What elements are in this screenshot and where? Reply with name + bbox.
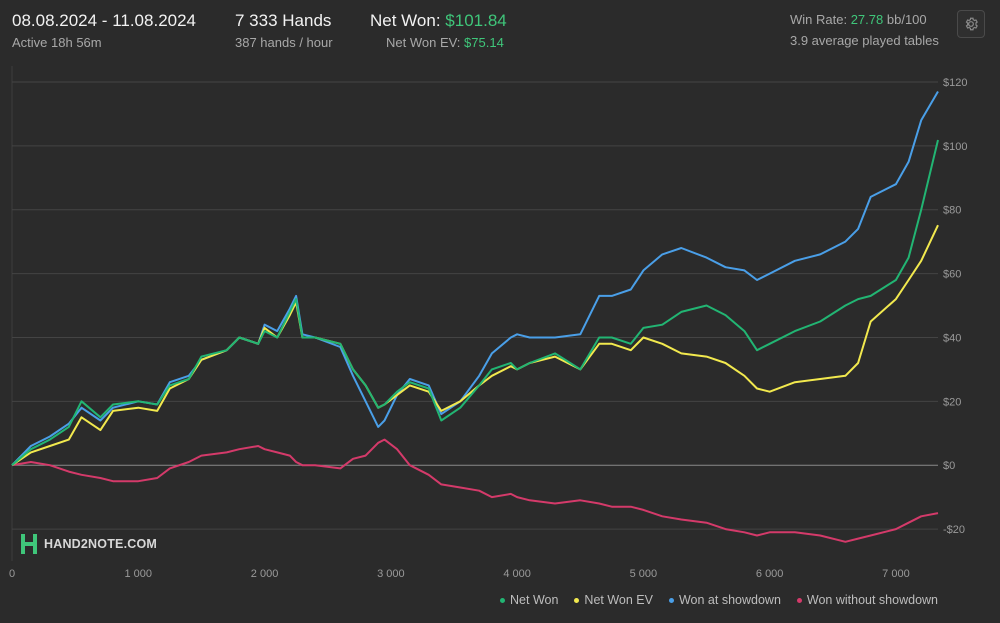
net-won-value: $101.84 [445, 11, 507, 30]
y-tick-label: $20 [943, 396, 961, 408]
win-rate-label: Win Rate: [790, 12, 848, 27]
y-tick-label: $0 [943, 460, 955, 472]
average-tables: 3.9 average played tables [790, 33, 939, 48]
x-tick-label: 3 000 [377, 568, 405, 580]
legend-dot-net-won [500, 598, 506, 604]
x-tick-label: 1 000 [125, 568, 153, 580]
y-tick-label: $60 [943, 269, 961, 281]
x-tick-label: 5 000 [630, 568, 658, 580]
active-time: Active 18h 56m [12, 35, 102, 50]
date-range: 08.08.2024 - 11.08.2024 [12, 11, 197, 30]
logo-text: HAND2NOTE.COM [44, 537, 158, 551]
hand2note-logo: HAND2NOTE.COM [20, 533, 157, 555]
x-tick-label: 2 000 [251, 568, 279, 580]
net-won-ev-value: $75.14 [464, 35, 504, 50]
win-rate-value: 27.78 [850, 12, 884, 27]
legend-won-without-showdown[interactable]: Won without showdown [796, 593, 938, 607]
win-rate: Win Rate: 27.78 bb/100 [790, 12, 927, 27]
net-won-label: Net Won: [370, 11, 441, 30]
y-tick-label: $80 [943, 205, 961, 217]
net-won-ev: Net Won EV: $75.14 [386, 35, 504, 50]
x-tick-label: 7 000 [882, 568, 910, 580]
series-line-won-without-showdown [11, 438, 939, 543]
hands-count: 7 333 Hands [235, 11, 332, 30]
y-tick-label: -$20 [943, 524, 965, 536]
legend-net-won-ev[interactable]: Net Won EV [574, 593, 653, 607]
legend-label-won-at-showdown: Won at showdown [678, 593, 781, 607]
legend-dot-won-without-showdown [796, 598, 802, 604]
net-won: Net Won: $101.84 [370, 11, 507, 31]
win-rate-unit: bb/100 [886, 12, 927, 27]
legend-dot-won-at-showdown [668, 598, 674, 604]
chart-series [11, 90, 939, 543]
legend-won-at-showdown[interactable]: Won at showdown [668, 593, 781, 607]
net-won-chart: $120 $100 $80 $60 $40 $20 $0 -$20 0 1 000 2 000 3 … [9, 66, 967, 580]
legend-label-net-won-ev: Net Won EV [584, 593, 653, 607]
hands-per-hour: 387 hands / hour [235, 35, 333, 50]
x-tick-label: 6 000 [756, 568, 784, 580]
legend-label-net-won: Net Won [510, 593, 559, 607]
y-tick-label: $100 [943, 141, 967, 153]
settings-button[interactable] [957, 10, 985, 38]
series-line-net-won-ev [11, 224, 939, 467]
x-tick-label: 0 [9, 568, 15, 580]
gear-icon [965, 17, 978, 31]
chart-legend: Net Won Net Won EV Won at showdown Won w… [500, 593, 938, 607]
y-axis-ticks: $120 $100 $80 $60 $40 $20 $0 -$20 [943, 77, 967, 536]
y-tick-label: $40 [943, 332, 961, 344]
legend-net-won[interactable]: Net Won [500, 593, 558, 607]
x-tick-label: 4 000 [503, 568, 531, 580]
summary-header: 08.08.2024 - 11.08.2024 Active 18h 56m 7… [0, 0, 1000, 60]
legend-dot-net-won-ev [574, 598, 580, 604]
series-line-net-won [11, 139, 939, 466]
y-tick-label: $120 [943, 77, 967, 89]
net-won-ev-label: Net Won EV: [386, 35, 461, 50]
x-axis-ticks: 0 1 000 2 000 3 000 4 000 5 000 6 000 7 000 [9, 568, 910, 580]
legend-label-won-without-showdown: Won without showdown [806, 593, 938, 607]
h2n-logo-icon [21, 534, 37, 554]
chart-grid [11, 66, 938, 561]
